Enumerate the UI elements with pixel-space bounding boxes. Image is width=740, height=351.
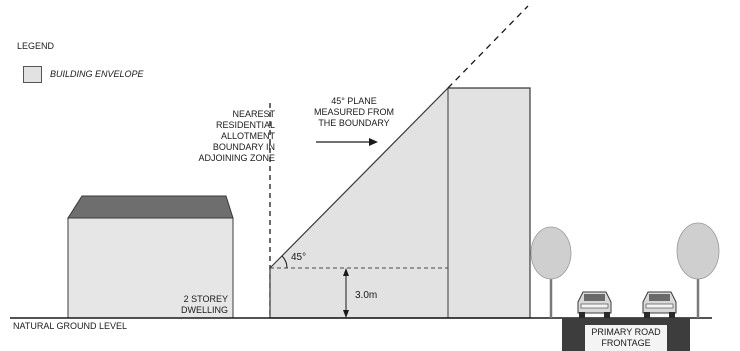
plane-extension [447,5,529,89]
legend-swatch [23,66,42,83]
boundary-label: NEAREST RESIDENTIAL ALLOTMENT BOUNDARY I… [198,109,275,163]
angle-arc [281,255,288,269]
road-label-plate [585,325,667,351]
ground-level-label: NATURAL GROUND LEVEL [13,321,128,331]
building-envelope [269,87,531,319]
angle-label: 45° [291,252,307,263]
plane-label: 45° PLANE MEASURED FROM THE BOUNDARY [313,96,394,128]
car-right [642,291,677,318]
height-label: 3.0m [355,290,378,301]
tree-canopy-left [530,226,572,280]
legend-title: LEGEND [17,41,55,51]
road-frontage-label: PRIMARY ROAD FRONTAGE [591,327,661,348]
dwelling-label: 2 STOREY DWELLING [180,294,228,315]
height-arrow-bottom [343,310,349,318]
height-arrow-top [343,268,349,276]
plane-pointer-head [369,138,378,146]
dwelling-wall [67,217,234,319]
car-left [577,291,612,318]
legend-item-label: BUILDING ENVELOPE [50,69,144,79]
tree-canopy-right [676,222,720,280]
dwelling-roof [67,195,234,219]
